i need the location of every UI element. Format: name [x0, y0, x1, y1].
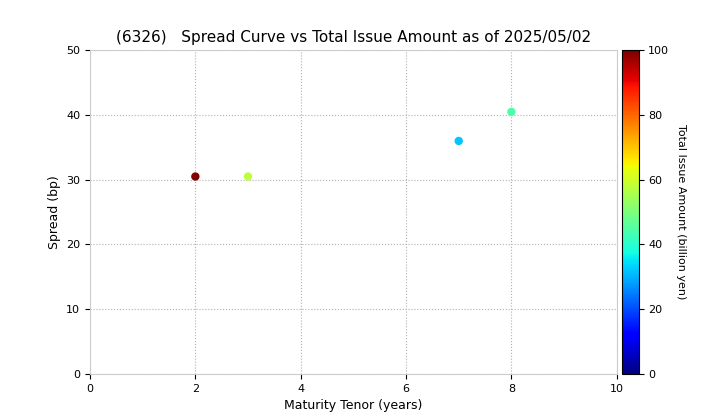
- Point: [189, 173, 201, 180]
- Point: [453, 138, 464, 144]
- X-axis label: Maturity Tenor (years): Maturity Tenor (years): [284, 399, 423, 412]
- Y-axis label: Spread (bp): Spread (bp): [48, 175, 60, 249]
- Title: (6326)   Spread Curve vs Total Issue Amount as of 2025/05/02: (6326) Spread Curve vs Total Issue Amoun…: [116, 30, 591, 45]
- Point: [242, 173, 253, 180]
- Point: [505, 108, 517, 115]
- Y-axis label: Total Issue Amount (billion yen): Total Issue Amount (billion yen): [676, 124, 686, 300]
